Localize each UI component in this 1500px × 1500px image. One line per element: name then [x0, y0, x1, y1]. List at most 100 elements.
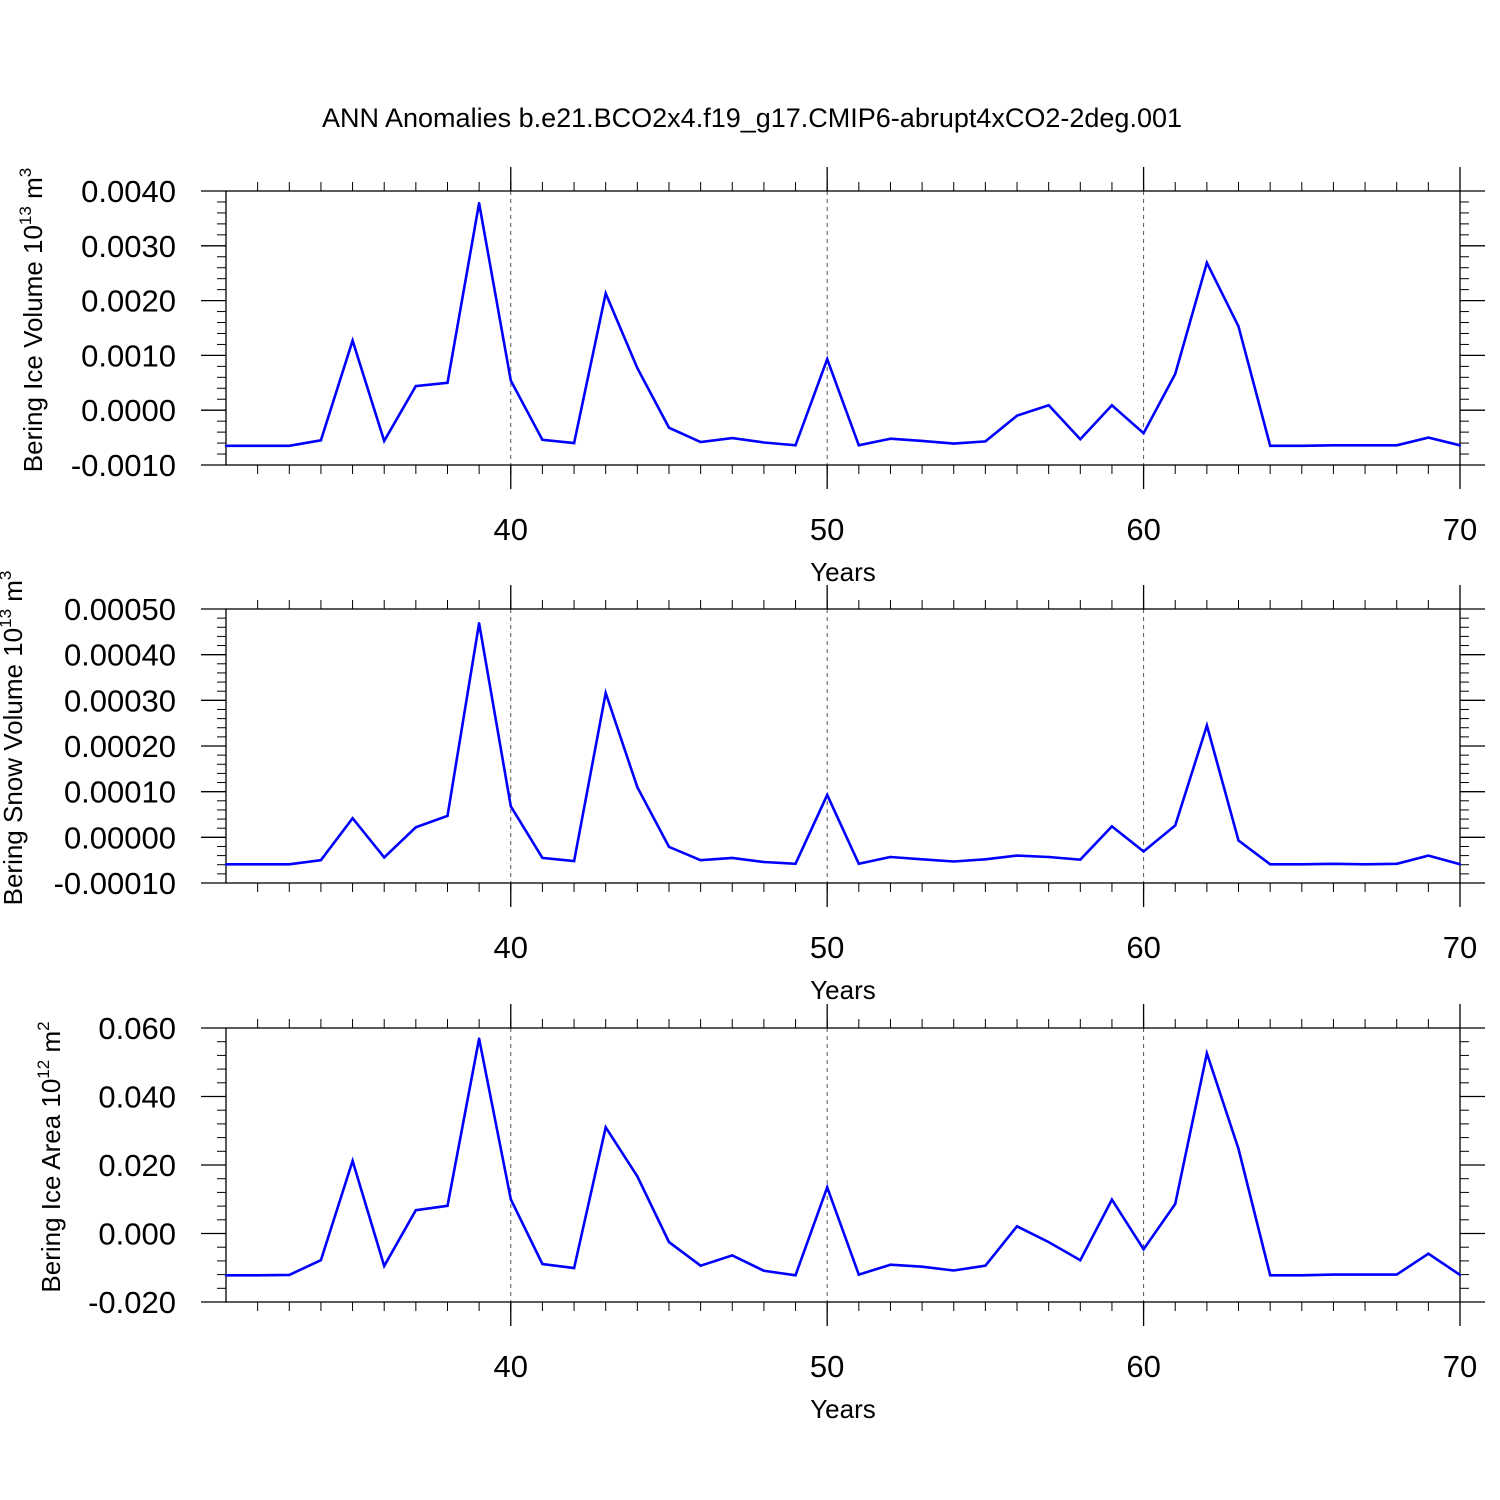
data-point: [1015, 414, 1019, 417]
data-point: [383, 439, 386, 443]
y-tick-label: 0.0040: [81, 174, 176, 209]
data-point: [1015, 854, 1019, 857]
data-point: [1205, 261, 1209, 264]
data-point: [1047, 1240, 1050, 1244]
data-point: [446, 381, 449, 384]
data-point: [288, 863, 291, 866]
y-tick-label: 0.00040: [64, 638, 176, 673]
data-point: [1427, 1252, 1430, 1255]
data-point: [952, 1269, 955, 1272]
y-tick-label: 0.00000: [64, 820, 176, 855]
y-tick-label: 0.00010: [64, 775, 176, 810]
y-axis-label-part: 13: [0, 609, 15, 628]
data-point: [1427, 436, 1430, 439]
data-point: [1332, 862, 1335, 866]
y-tick-label: -0.0010: [71, 448, 176, 483]
data-point: [477, 201, 481, 205]
x-tick-label: 70: [1443, 930, 1477, 965]
data-point: [509, 805, 512, 808]
data-point: [1300, 444, 1303, 448]
series-line: [226, 202, 1461, 448]
data-point: [509, 379, 512, 382]
data-point: [604, 1126, 607, 1129]
x-tick-label: 40: [494, 930, 528, 965]
data-point: [1237, 1147, 1240, 1151]
data-point: [1015, 1225, 1019, 1228]
data-point: [1047, 404, 1050, 407]
data-point: [572, 859, 576, 863]
x-axis-label: Years: [810, 557, 876, 587]
y-tick-label: 0.0000: [81, 393, 176, 428]
data-point: [509, 1198, 512, 1201]
data-point: [319, 439, 323, 442]
plot-frame: [225, 190, 1461, 466]
data-point: [857, 862, 861, 866]
x-tick-label: 50: [810, 930, 844, 965]
data-point: [699, 1264, 702, 1267]
data-point: [604, 691, 607, 695]
data-point: [1205, 724, 1209, 727]
y-tick-label: 0.0020: [81, 284, 176, 319]
data-point: [319, 1259, 323, 1262]
data-point: [984, 440, 987, 443]
data-point: [889, 437, 892, 440]
data-point: [857, 444, 861, 447]
data-point: [1047, 855, 1050, 859]
series-line: [226, 622, 1461, 866]
y-tick-label: 0.0030: [81, 229, 176, 264]
data-point: [636, 785, 639, 789]
y-axis-label-part: Bering Ice Volume 10: [18, 225, 48, 472]
data-point: [667, 426, 671, 429]
data-point: [1332, 444, 1335, 447]
panel-1: 0.0040 0.0030 0.0020 0.0010 0.0000 -0.0010 40 5…: [16, 167, 1485, 587]
data-point: [920, 858, 924, 861]
data-point: [1237, 839, 1240, 842]
plot-frame: [225, 1027, 1461, 1303]
data-point: [224, 1274, 228, 1277]
data-point: [1079, 1259, 1082, 1262]
data-point: [414, 384, 418, 388]
y-tick-label: 0.0010: [81, 338, 176, 373]
data-point: [1427, 854, 1430, 857]
data-point: [1110, 404, 1114, 407]
data-point: [984, 858, 987, 861]
data-point: [667, 1240, 671, 1244]
x-tick-label: 40: [494, 1349, 528, 1384]
y-tick-label: 0.040: [98, 1080, 176, 1115]
data-point: [889, 1263, 892, 1266]
x-tick-label: 60: [1126, 930, 1160, 965]
y-tick-label: 0.000: [98, 1217, 176, 1252]
y-axis-label-part: Bering Ice Area 10: [36, 1079, 66, 1293]
data-point: [1300, 863, 1303, 866]
data-point: [667, 845, 671, 849]
data-point: [1268, 863, 1272, 866]
x-tick-label: 70: [1443, 1349, 1477, 1384]
data-point: [477, 621, 481, 625]
data-point: [1079, 858, 1082, 861]
data-point: [825, 1186, 829, 1189]
x-axis-label: Years: [810, 975, 876, 1005]
data-point: [636, 1175, 639, 1178]
data-point: [794, 1274, 797, 1277]
y-axis-label-part: 12: [34, 1060, 53, 1079]
data-point: [319, 858, 323, 862]
data-point: [224, 863, 228, 866]
data-point: [446, 1204, 449, 1207]
figure-title: ANN Anomalies b.e21.BCO2x4.f19_g17.CMIP6…: [322, 103, 1182, 133]
data-point: [952, 442, 955, 445]
y-tick-label: 0.00050: [64, 592, 176, 627]
data-point: [1110, 1198, 1114, 1201]
data-point: [889, 855, 892, 859]
data-point: [1268, 1274, 1272, 1277]
y-axis-label-part: 2: [34, 1021, 53, 1030]
data-point: [351, 339, 354, 342]
data-point: [256, 444, 259, 448]
x-tick-label: 60: [1126, 512, 1160, 547]
data-point: [825, 358, 829, 361]
y-tick-label: -0.020: [88, 1285, 176, 1320]
data-point: [1205, 1052, 1209, 1055]
y-tick-label: -0.00010: [54, 866, 176, 901]
data-point: [794, 444, 797, 447]
data-point: [351, 1159, 354, 1163]
